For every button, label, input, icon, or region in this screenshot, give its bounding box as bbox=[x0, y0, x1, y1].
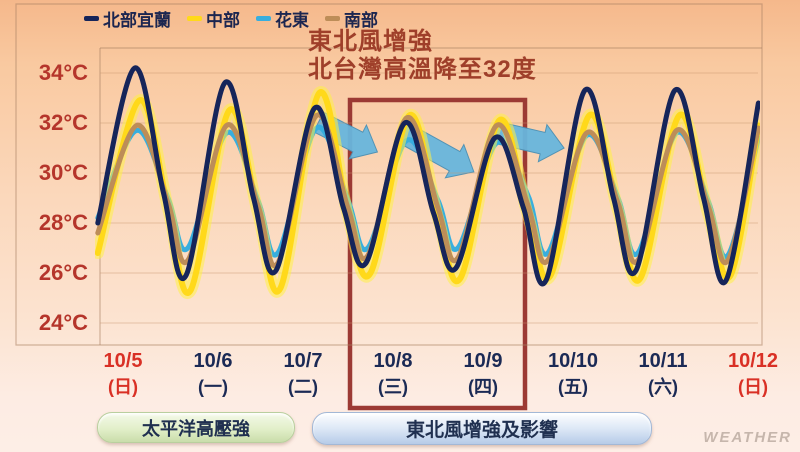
annotation-line-1: 東北風增強 bbox=[308, 28, 433, 55]
x-tick-label-10/5: 10/5 (日) bbox=[80, 348, 166, 400]
weekday-label: (四) bbox=[468, 377, 498, 397]
weekday-label: (五) bbox=[558, 377, 588, 397]
date-label: 10/12 bbox=[727, 350, 779, 372]
x-tick-label-10/6: 10/6 (一) bbox=[170, 348, 256, 400]
northeast-wind-label: 東北風增強及影響 bbox=[312, 412, 652, 445]
temperature-curves bbox=[95, 65, 760, 299]
x-tick-label-10/7: 10/7 (二) bbox=[260, 348, 346, 400]
weekday-label: (三) bbox=[378, 377, 408, 397]
legend-item-中部: 中部 bbox=[187, 6, 240, 31]
x-tick-label-10/12: 10/12 (日) bbox=[710, 348, 796, 400]
date-label: 10/10 bbox=[547, 350, 599, 372]
date-label: 10/11 bbox=[638, 350, 688, 372]
chart-frame bbox=[15, 3, 763, 346]
legend-item-花東: 花東 bbox=[256, 6, 309, 31]
pacific-high-label: 太平洋高壓強 bbox=[97, 412, 295, 443]
weekday-label: (二) bbox=[288, 377, 318, 397]
y-tick-label-28: 28°C bbox=[38, 210, 88, 235]
annotation-title: 東北風增強 北台灣高溫降至32度 bbox=[308, 28, 537, 84]
x-tick-label-10/9: 10/9 (四) bbox=[440, 348, 526, 400]
legend-swatch-icon bbox=[187, 16, 202, 21]
y-tick-label-24: 24°C bbox=[38, 310, 88, 335]
chart-legend: 北部宜蘭 中部 花東 南部 bbox=[84, 6, 378, 31]
y-tick-label-34: 34°C bbox=[38, 60, 88, 85]
weekday-label: (日) bbox=[108, 377, 138, 397]
x-tick-label-10/8: 10/8 (三) bbox=[350, 348, 436, 400]
weekday-label: (一) bbox=[198, 377, 228, 397]
y-tick-label-30: 30°C bbox=[38, 160, 88, 185]
date-label: 10/8 bbox=[373, 350, 413, 372]
legend-label: 南部 bbox=[344, 11, 378, 30]
weekday-label: (六) bbox=[648, 377, 678, 397]
legend-item-北部宜蘭: 北部宜蘭 bbox=[84, 6, 171, 31]
annotation-line-2: 北台灣高溫降至32度 bbox=[308, 56, 537, 83]
legend-swatch-icon bbox=[325, 16, 340, 21]
date-label: 10/7 bbox=[283, 350, 323, 372]
highlight-box-10-8-to-10-9 bbox=[347, 97, 528, 411]
y-tick-label-26: 26°C bbox=[38, 260, 88, 285]
legend-label: 花東 bbox=[275, 11, 309, 30]
weather-watermark: WEATHER bbox=[703, 429, 792, 446]
weekday-label: (日) bbox=[738, 377, 768, 397]
x-tick-label-10/11: 10/11 (六) bbox=[620, 348, 706, 400]
curve-北部宜蘭 bbox=[95, 65, 760, 287]
legend-item-南部: 南部 bbox=[325, 6, 378, 31]
y-tick-label-32: 32°C bbox=[38, 110, 88, 135]
legend-label: 北部宜蘭 bbox=[103, 11, 171, 30]
x-tick-label-10/10: 10/10 (五) bbox=[530, 348, 616, 400]
date-label: 10/5 bbox=[103, 350, 143, 372]
legend-swatch-icon bbox=[256, 16, 271, 21]
date-label: 10/6 bbox=[193, 350, 233, 372]
legend-swatch-icon bbox=[84, 16, 99, 21]
legend-label: 中部 bbox=[206, 11, 240, 30]
date-label: 10/9 bbox=[463, 350, 503, 372]
